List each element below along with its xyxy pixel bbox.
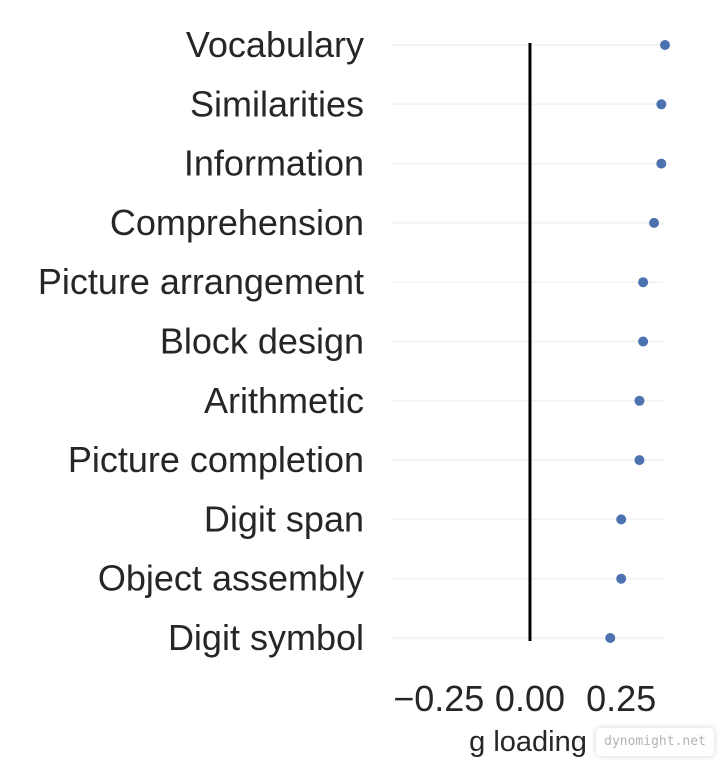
data-point: [649, 217, 660, 228]
x-tick-label: 0.25: [586, 678, 656, 719]
category-label: Block design: [160, 321, 364, 362]
category-label: Information: [184, 143, 364, 184]
data-point: [605, 633, 616, 643]
data-point: [634, 455, 645, 466]
category-label: Object assembly: [98, 558, 364, 599]
x-tick-labels: −0.25 0.00 0.25: [393, 678, 656, 719]
category-label: Similarities: [190, 83, 364, 124]
category-label: Comprehension: [110, 202, 364, 243]
data-point: [616, 573, 627, 584]
data-point: [656, 158, 667, 169]
category-label: Vocabulary: [186, 24, 364, 65]
category-label: Picture arrangement: [38, 261, 364, 302]
x-tick-label: −0.25: [393, 678, 484, 719]
x-tick-label: 0.00: [495, 678, 565, 719]
data-point: [634, 395, 645, 406]
category-label: Picture completion: [68, 439, 364, 480]
data-point: [656, 99, 667, 110]
category-label: Arithmetic: [204, 380, 364, 421]
category-label: Digit symbol: [168, 617, 364, 658]
data-point: [616, 514, 627, 525]
data-points: [605, 40, 670, 643]
x-axis-title: g loading: [469, 726, 587, 758]
data-point: [638, 336, 649, 347]
category-label: Digit span: [204, 498, 364, 539]
category-labels: Vocabulary Similarities Information Compreh…: [38, 24, 364, 658]
data-point: [660, 40, 670, 50]
watermark: dynomight.net: [596, 728, 714, 756]
data-point: [638, 277, 649, 288]
